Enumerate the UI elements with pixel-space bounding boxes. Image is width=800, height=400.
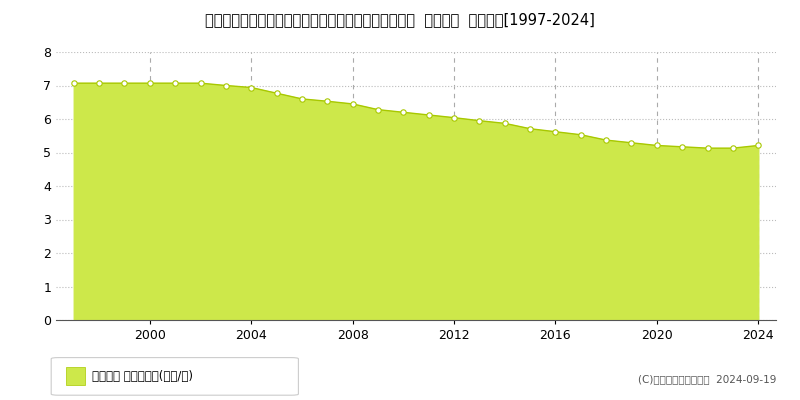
Point bbox=[118, 80, 131, 86]
Point bbox=[473, 118, 486, 124]
Point bbox=[524, 126, 537, 132]
Point bbox=[752, 142, 765, 149]
Point bbox=[625, 140, 638, 146]
Point bbox=[371, 106, 384, 113]
Point bbox=[245, 84, 258, 91]
Point bbox=[574, 132, 587, 138]
Point bbox=[701, 145, 714, 151]
Point bbox=[270, 90, 283, 96]
Point bbox=[321, 98, 334, 104]
Text: 基準地価 平均坪単価(万円/坪): 基準地価 平均坪単価(万円/坪) bbox=[92, 370, 193, 382]
Point bbox=[169, 80, 182, 86]
Point bbox=[397, 109, 410, 116]
Point bbox=[498, 120, 511, 126]
Point bbox=[295, 96, 308, 102]
Text: 宮崎県西臼杵郡高千穂町大字三田井字尾迫原３３番７  基準地価  地価推移[1997-2024]: 宮崎県西臼杵郡高千穂町大字三田井字尾迫原３３番７ 基準地価 地価推移[1997-… bbox=[205, 12, 595, 27]
FancyBboxPatch shape bbox=[51, 358, 298, 395]
Bar bbox=[66, 367, 85, 385]
Point bbox=[67, 80, 80, 86]
Point bbox=[726, 145, 739, 151]
Point bbox=[422, 112, 435, 118]
Text: (C)土地価格ドットコム  2024-09-19: (C)土地価格ドットコム 2024-09-19 bbox=[638, 374, 776, 384]
Point bbox=[549, 128, 562, 135]
Point bbox=[194, 80, 207, 86]
Point bbox=[600, 137, 613, 143]
Point bbox=[676, 144, 689, 150]
Point bbox=[346, 101, 359, 107]
Point bbox=[143, 80, 156, 86]
Point bbox=[93, 80, 106, 86]
Point bbox=[448, 114, 461, 121]
Point bbox=[219, 82, 232, 89]
Point bbox=[650, 142, 663, 149]
